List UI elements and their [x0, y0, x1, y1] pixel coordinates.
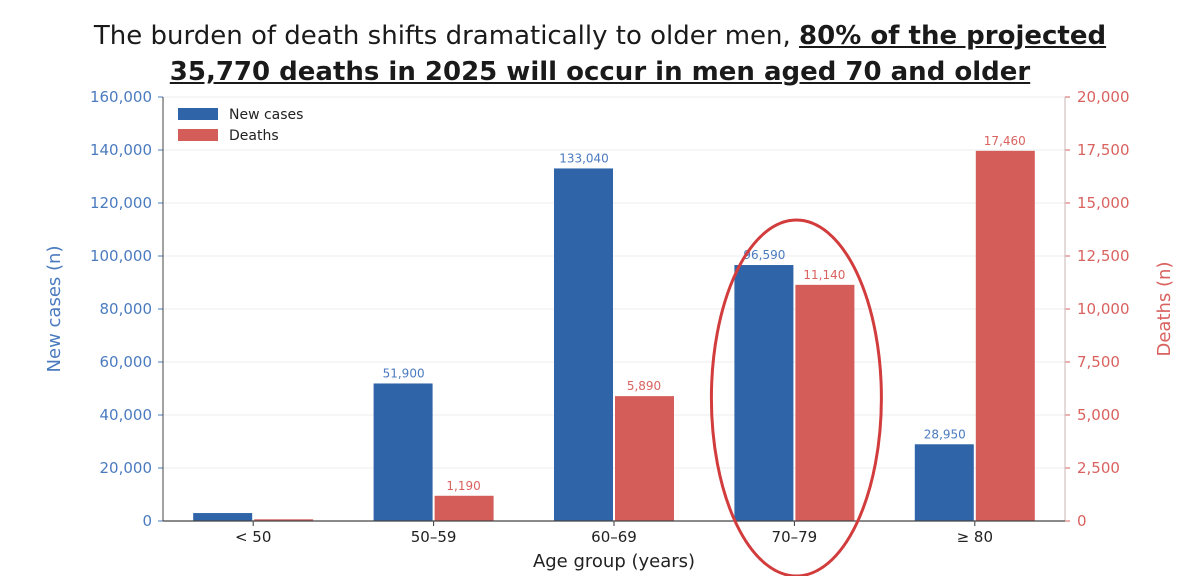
- data-label-new-cases: 28,950: [924, 427, 966, 441]
- legend-swatch-deaths: [178, 129, 218, 141]
- bar-new-cases: [554, 168, 613, 521]
- data-label-new-cases: 133,040: [559, 151, 609, 165]
- left-tick-label: 0: [142, 512, 152, 530]
- left-tick-label: 160,000: [90, 88, 152, 106]
- data-labels: 51,900 1,190 133,040 5,890 96,590 11,140 28,95…: [383, 134, 1026, 493]
- left-tick-label: 140,000: [90, 141, 152, 159]
- right-tick-label: 20,000: [1077, 88, 1130, 106]
- legend: New cases Deaths: [178, 107, 303, 144]
- right-tick-label: 5,000: [1077, 406, 1120, 424]
- gridlines: [163, 96, 1065, 469]
- bar-new-cases: [373, 383, 433, 521]
- x-tick-label: 60–69: [591, 528, 637, 546]
- bars: [193, 150, 1035, 521]
- title-highlight-1: 80% of the projected: [799, 21, 1107, 51]
- right-tick-label: 0: [1077, 512, 1087, 530]
- annotations: [709, 218, 883, 576]
- left-axis-title: New cases (n): [44, 246, 65, 373]
- axes: 0 20,000 40,000 60,000 80,000 100,000 120,000 1…: [44, 88, 1175, 572]
- bar-deaths: [975, 150, 1035, 521]
- x-tick-label: ≥ 80: [957, 528, 993, 546]
- data-label-deaths: 5,890: [627, 379, 661, 393]
- right-tick-label: 10,000: [1077, 300, 1130, 318]
- x-tick-label: 50–59: [411, 528, 457, 546]
- bar-deaths: [434, 495, 494, 521]
- left-tick-label: 60,000: [100, 353, 153, 371]
- x-tick-label: < 50: [235, 528, 271, 546]
- highlight-ellipse: [709, 218, 883, 576]
- x-axis-title: Age group (years): [533, 551, 695, 572]
- left-tick-label: 100,000: [90, 247, 152, 265]
- bar-deaths: [795, 284, 855, 521]
- left-tick-label: 120,000: [90, 194, 152, 212]
- title-lead: The burden of death shifts dramatically …: [93, 21, 800, 51]
- bar-deaths: [254, 519, 314, 521]
- legend-swatch-new-cases: [178, 108, 218, 120]
- bar-new-cases: [734, 265, 794, 521]
- left-tick-label: 80,000: [100, 300, 153, 318]
- right-axis-title: Deaths (n): [1154, 262, 1175, 357]
- right-tick-label: 12,500: [1077, 247, 1130, 265]
- right-tick-label: 17,500: [1077, 141, 1130, 159]
- data-label-new-cases: 51,900: [383, 366, 425, 380]
- x-tick-label: 70–79: [772, 528, 818, 546]
- bar-deaths: [615, 396, 674, 521]
- title-highlight-2: 35,770 deaths in 2025 will occur in men …: [169, 57, 1031, 87]
- title-line-1: The burden of death shifts dramatically …: [0, 18, 1200, 54]
- data-label-deaths: 17,460: [984, 134, 1026, 148]
- right-tick-label: 15,000: [1077, 194, 1130, 212]
- legend-label-deaths: Deaths: [229, 128, 279, 144]
- right-tick-label: 2,500: [1077, 459, 1120, 477]
- left-tick-label: 20,000: [100, 459, 153, 477]
- right-tick-label: 7,500: [1077, 353, 1120, 371]
- data-label-deaths: 1,190: [446, 479, 480, 493]
- left-tick-label: 40,000: [100, 406, 153, 424]
- chart-title: The burden of death shifts dramatically …: [0, 18, 1200, 90]
- data-label-new-cases: 96,590: [743, 248, 785, 262]
- bar-new-cases: [914, 444, 974, 521]
- data-label-deaths: 11,140: [803, 268, 845, 282]
- bar-new-cases: [193, 513, 253, 521]
- legend-label-new-cases: New cases: [229, 107, 303, 123]
